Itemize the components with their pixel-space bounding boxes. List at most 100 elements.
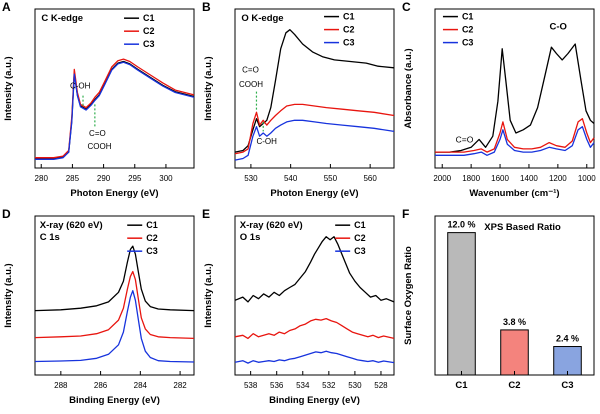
panel-a: A Photon Energy (eV) Intensity (a.u.) 280 2… [0, 0, 200, 207]
series-C3 [234, 119, 395, 161]
series-C2 [35, 58, 195, 159]
x-tick-label: 532 [322, 381, 336, 390]
panel-letter-b: B [202, 0, 211, 14]
x-tick-label: 550 [324, 174, 338, 183]
panel-title: XPS Based Ratio [484, 222, 561, 233]
xps-c1s-chart: Binding Energy (eV) Intensity (a.u.) 288 28… [3, 215, 195, 406]
x-tick-label: 528 [374, 381, 388, 390]
legend-label-C1: C1 [354, 220, 366, 230]
bar-value-C2: 3.8 % [503, 317, 526, 327]
panel-title: X-ray (620 eV) [240, 220, 303, 231]
panel-letter-d: D [2, 207, 11, 221]
series-C2 [234, 317, 395, 340]
x-tick-label: 2000 [433, 174, 451, 183]
c-kedge-chart: Photon Energy (eV) Intensity (a.u.) 280 285… [3, 8, 195, 199]
series-C2 [435, 118, 595, 153]
x-axis-label: Binding Energy (eV) [269, 395, 360, 406]
legend-label-C2: C2 [462, 25, 474, 35]
series-C3 [35, 61, 195, 160]
annotation-text: COOH [87, 142, 111, 151]
series-C1 [234, 29, 395, 153]
panel-letter-e: E [202, 207, 211, 221]
x-tick-label: 300 [159, 174, 173, 183]
plot-frame [434, 8, 595, 169]
panel-letter-c: C [402, 0, 411, 14]
panel-d: D Binding Energy (eV) Intensity (a.u.) 288… [0, 207, 200, 414]
x-tick-label: 538 [244, 381, 258, 390]
annotation-text: C-OH [70, 82, 91, 91]
xps-o1s-chart: Binding Energy (eV) Intensity (a.u.) 538 53… [203, 215, 395, 406]
plot-frame [234, 8, 395, 169]
panel-title: O K-edge [241, 13, 283, 24]
category-label-C3: C3 [561, 380, 573, 391]
legend-label-C1: C1 [143, 13, 155, 23]
panel-title: C K-edge [41, 13, 83, 24]
y-axis-label: Intensity (a.u.) [203, 263, 214, 327]
oxygen-ratio-bar-chart: Surface Oxygen Ratio 12.0 % C1 3.8 % C2 2.4 %… [403, 215, 595, 391]
x-tick-label: 295 [128, 174, 142, 183]
annotation-text: C-O [549, 22, 566, 33]
y-axis-label: Intensity (a.u.) [3, 56, 14, 120]
x-tick-label: 286 [94, 381, 108, 390]
legend-label-C3: C3 [146, 246, 158, 256]
annotation-text: C=O [89, 129, 106, 138]
ftir-chart: Wavenumber (cm⁻¹) Absorbance (a.u.) 2000 18… [403, 8, 596, 199]
legend-label-C3: C3 [343, 38, 355, 48]
annotation-text: C-OH [256, 137, 277, 146]
x-tick-label: 1400 [520, 174, 538, 183]
x-tick-label: 282 [173, 381, 187, 390]
bar-value-C1: 12.0 % [447, 220, 475, 230]
panel-letter-a: A [2, 0, 11, 14]
y-axis-label: Intensity (a.u.) [203, 56, 214, 120]
x-tick-label: 536 [270, 381, 284, 390]
series-C1 [435, 43, 595, 153]
x-axis-label: Binding Energy (eV) [69, 395, 160, 406]
panel-letter-f: F [402, 207, 410, 221]
legend-label-C3: C3 [354, 246, 366, 256]
y-axis-label: Absorbance (a.u.) [403, 48, 414, 128]
panel-title: C 1s [40, 232, 60, 243]
series-C3 [435, 126, 595, 156]
annotation-text: COOH [239, 80, 263, 89]
legend-label-C3: C3 [143, 39, 155, 49]
series-C1 [35, 60, 195, 160]
series-C1 [34, 245, 195, 312]
panel-title: X-ray (620 eV) [40, 220, 103, 231]
y-axis-label: Intensity (a.u.) [3, 263, 14, 327]
legend-label-C1: C1 [343, 12, 355, 22]
panel-f: F Surface Oxygen Ratio 12.0 % C1 3.8 % C2 2.4… [400, 207, 600, 414]
plot-frame [34, 215, 195, 376]
y-axis-label: Surface Oxygen Ratio [403, 246, 414, 345]
x-tick-label: 284 [134, 381, 148, 390]
panel-c: C Wavenumber (cm⁻¹) Absorbance (a.u.) 2000… [400, 0, 600, 207]
legend-label-C2: C2 [354, 233, 366, 243]
panel-title: O 1s [240, 232, 261, 243]
x-tick-label: 1000 [578, 174, 596, 183]
legend-label-C2: C2 [143, 26, 155, 36]
x-tick-label: 530 [348, 381, 362, 390]
bar-C3 [553, 346, 582, 376]
x-tick-label: 290 [97, 174, 111, 183]
x-tick-label: 560 [363, 174, 377, 183]
bar-value-C3: 2.4 % [556, 334, 579, 344]
legend-label-C1: C1 [146, 220, 158, 230]
x-tick-label: 1600 [491, 174, 509, 183]
x-tick-label: 280 [35, 174, 49, 183]
category-label-C2: C2 [508, 380, 520, 391]
annotation-text: C=O [242, 66, 259, 75]
x-axis-label: Photon Energy (eV) [270, 188, 358, 199]
panel-b: B Photon Energy (eV) Intensity (a.u.) 530 5… [200, 0, 400, 207]
o-kedge-chart: Photon Energy (eV) Intensity (a.u.) 530 540… [203, 8, 395, 199]
series-C3 [34, 290, 195, 363]
plot-frame [34, 8, 195, 169]
panel-e: E Binding Energy (eV) Intensity (a.u.) 538… [200, 207, 400, 414]
series-C1 [234, 236, 395, 303]
legend-label-C2: C2 [343, 25, 355, 35]
x-axis-label: Wavenumber (cm⁻¹) [469, 188, 559, 199]
x-tick-label: 534 [296, 381, 310, 390]
series-C2 [234, 103, 395, 155]
bar-C2 [500, 329, 529, 376]
legend-label-C3: C3 [462, 38, 474, 48]
category-label-C1: C1 [455, 380, 468, 391]
